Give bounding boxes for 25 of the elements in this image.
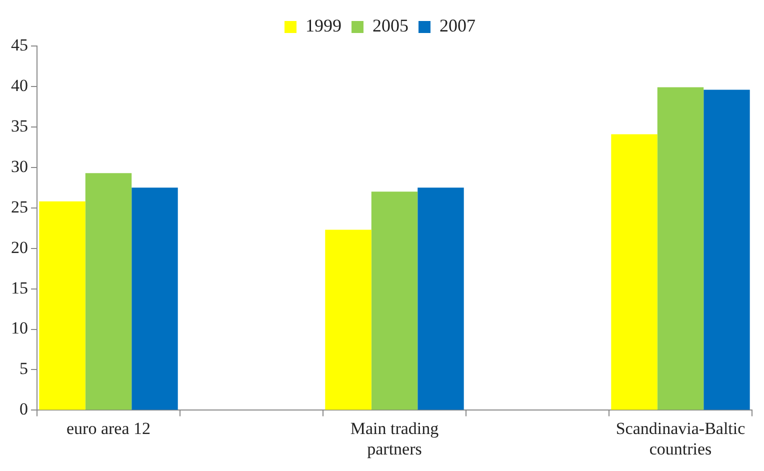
legend-label: 2005 [372,16,408,36]
y-tick-label: 40 [11,76,28,95]
y-tick-label: 30 [11,156,28,176]
bar [85,173,132,410]
bar [39,201,86,410]
y-tick-label: 20 [11,238,28,257]
legend-label: 2007 [440,16,476,36]
x-tick-label: Scandinavia-Baltic countries [616,418,746,458]
legend-label: 1999 [306,16,342,36]
y-tick-label: 45 [11,35,28,54]
x-tick-label: euro area 12 [66,418,151,438]
y-tick-label: 25 [11,197,28,216]
bar [371,192,418,410]
y-tick-label: 15 [11,278,28,298]
x-tick-label: Main trading partners [350,418,440,458]
bar [611,134,658,410]
bar [418,188,464,410]
bar [704,90,750,410]
bar [132,188,178,410]
y-tick-label: 5 [20,359,28,378]
y-tick-label: 10 [11,318,28,338]
y-tick-label: 35 [11,116,28,136]
bar [325,230,372,410]
bar [657,87,704,410]
y-tick-label: 0 [20,400,28,419]
